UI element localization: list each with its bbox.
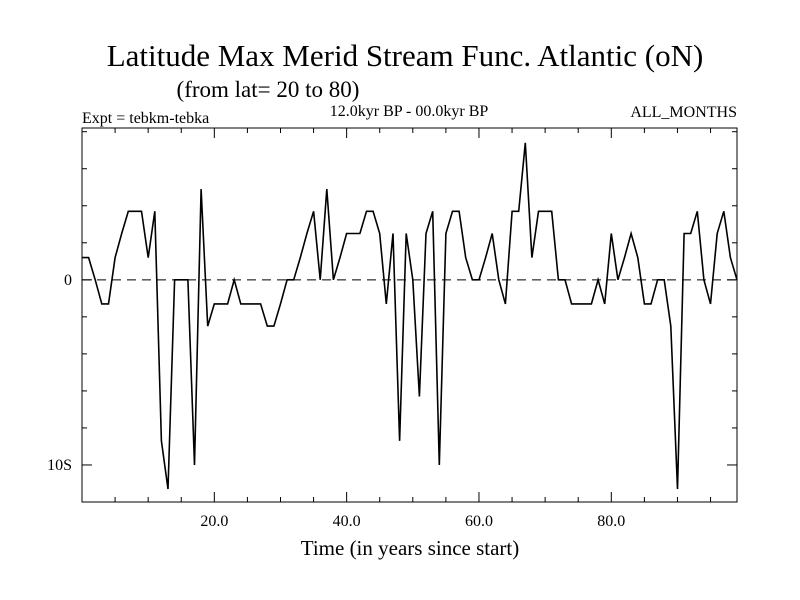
tick-labels: 20.0 40.0 60.0 80.0 0 10S bbox=[47, 272, 625, 530]
period-label: 12.0kyr BP - 00.0kyr BP bbox=[330, 103, 489, 120]
experiment-label: Expt = tebkm-tebka bbox=[82, 110, 209, 127]
y-tick-label: 0 bbox=[64, 272, 72, 289]
chart-subtitle: (from lat= 20 to 80) bbox=[177, 77, 360, 102]
months-label: ALL_MONTHS bbox=[630, 104, 737, 121]
y-tick-label: 10S bbox=[47, 457, 72, 474]
x-tick-label: 40.0 bbox=[333, 513, 361, 530]
data-series bbox=[82, 142, 738, 490]
series-line bbox=[82, 142, 738, 490]
x-axis-label: Time (in years since start) bbox=[301, 536, 520, 560]
axis-ticks bbox=[82, 128, 737, 502]
x-tick-label: 60.0 bbox=[465, 513, 493, 530]
x-tick-label: 20.0 bbox=[200, 513, 228, 530]
chart-title: Latitude Max Merid Stream Func. Atlantic… bbox=[107, 38, 704, 73]
x-tick-label: 80.0 bbox=[597, 513, 625, 530]
plot-frame bbox=[81, 127, 738, 503]
